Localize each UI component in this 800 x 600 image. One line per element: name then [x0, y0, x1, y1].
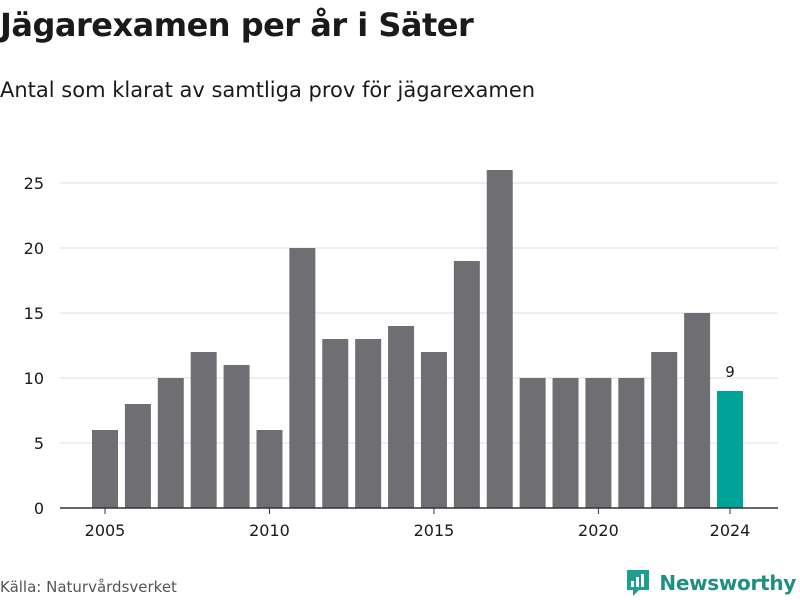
chart-subtitle: Antal som klarat av samtliga prov för jä…: [0, 78, 536, 102]
bar-2024: [717, 391, 743, 508]
y-tick-label: 20: [24, 239, 44, 258]
bar-2009: [223, 365, 250, 508]
bar-2007: [157, 378, 184, 508]
bar-2010: [256, 430, 283, 508]
bar-2022: [651, 352, 678, 508]
bar-2016: [453, 261, 480, 508]
y-tick-label: 0: [34, 499, 44, 518]
source-note: Källa: Naturvårdsverket: [0, 578, 177, 596]
bar-labels: 9: [725, 363, 735, 381]
y-axis-labels: 0 5 10 15 20 25: [24, 174, 44, 518]
brand-logo: Newsworthy: [625, 568, 796, 598]
bar-2019: [552, 378, 579, 508]
x-tick-label: 2015: [414, 521, 455, 540]
bar-2013: [355, 339, 382, 508]
x-tick-label: 2010: [249, 521, 290, 540]
y-tick-label: 25: [24, 174, 44, 193]
x-tick-label: 2024: [710, 521, 751, 540]
bar-2008: [190, 352, 217, 508]
x-tick-label: 2020: [578, 521, 619, 540]
bar-2006: [124, 404, 151, 508]
bar-2014: [388, 326, 415, 508]
bar-2015: [420, 352, 447, 508]
bar-2023: [684, 313, 711, 508]
bar-2018: [519, 378, 546, 508]
newsworthy-logo-icon: [627, 570, 650, 596]
bar-2012: [322, 339, 349, 508]
bar-value-label: 9: [725, 363, 735, 381]
y-tick-label: 10: [24, 369, 44, 388]
brand-name: Newsworthy: [659, 571, 796, 595]
x-tick-label: 2005: [85, 521, 126, 540]
chart-title: Jägarexamen per år i Säter: [0, 6, 474, 44]
y-tick-label: 5: [34, 434, 44, 453]
bars: [92, 170, 743, 508]
y-tick-label: 15: [24, 304, 44, 323]
bar-2017: [486, 170, 513, 508]
bar-2021: [618, 378, 645, 508]
bar-2005: [92, 430, 118, 508]
bar-2020: [585, 378, 612, 508]
bar-2011: [289, 248, 316, 508]
x-axis-labels: 2005 2010 2015 2020 2024: [85, 508, 751, 540]
